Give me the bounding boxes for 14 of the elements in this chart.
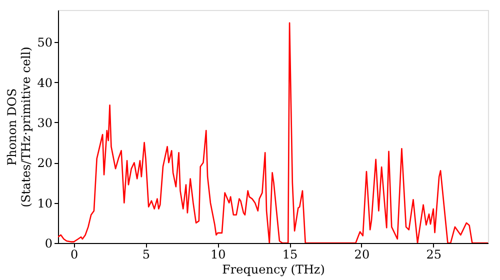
x-tick-label: 0	[70, 248, 78, 262]
y-tick-label: 50	[37, 36, 52, 50]
x-tick-label: 15	[282, 248, 298, 262]
y-axis-title: Phonon DOS (States/THz·primitive cell)	[5, 46, 34, 208]
x-tick-label: 20	[354, 248, 370, 262]
y-tick-label: 40	[37, 76, 52, 90]
x-tick-label: 10	[210, 248, 226, 262]
y-tick-label: 10	[37, 196, 52, 210]
y-tick-label: 20	[37, 156, 52, 170]
x-tick-label: 25	[426, 248, 442, 262]
x-tick-label: 5	[142, 248, 150, 262]
x-axis-title: Frequency (THz)	[222, 262, 325, 276]
y-tick-label: 0	[44, 236, 52, 250]
y-tick-label: 30	[37, 116, 52, 130]
